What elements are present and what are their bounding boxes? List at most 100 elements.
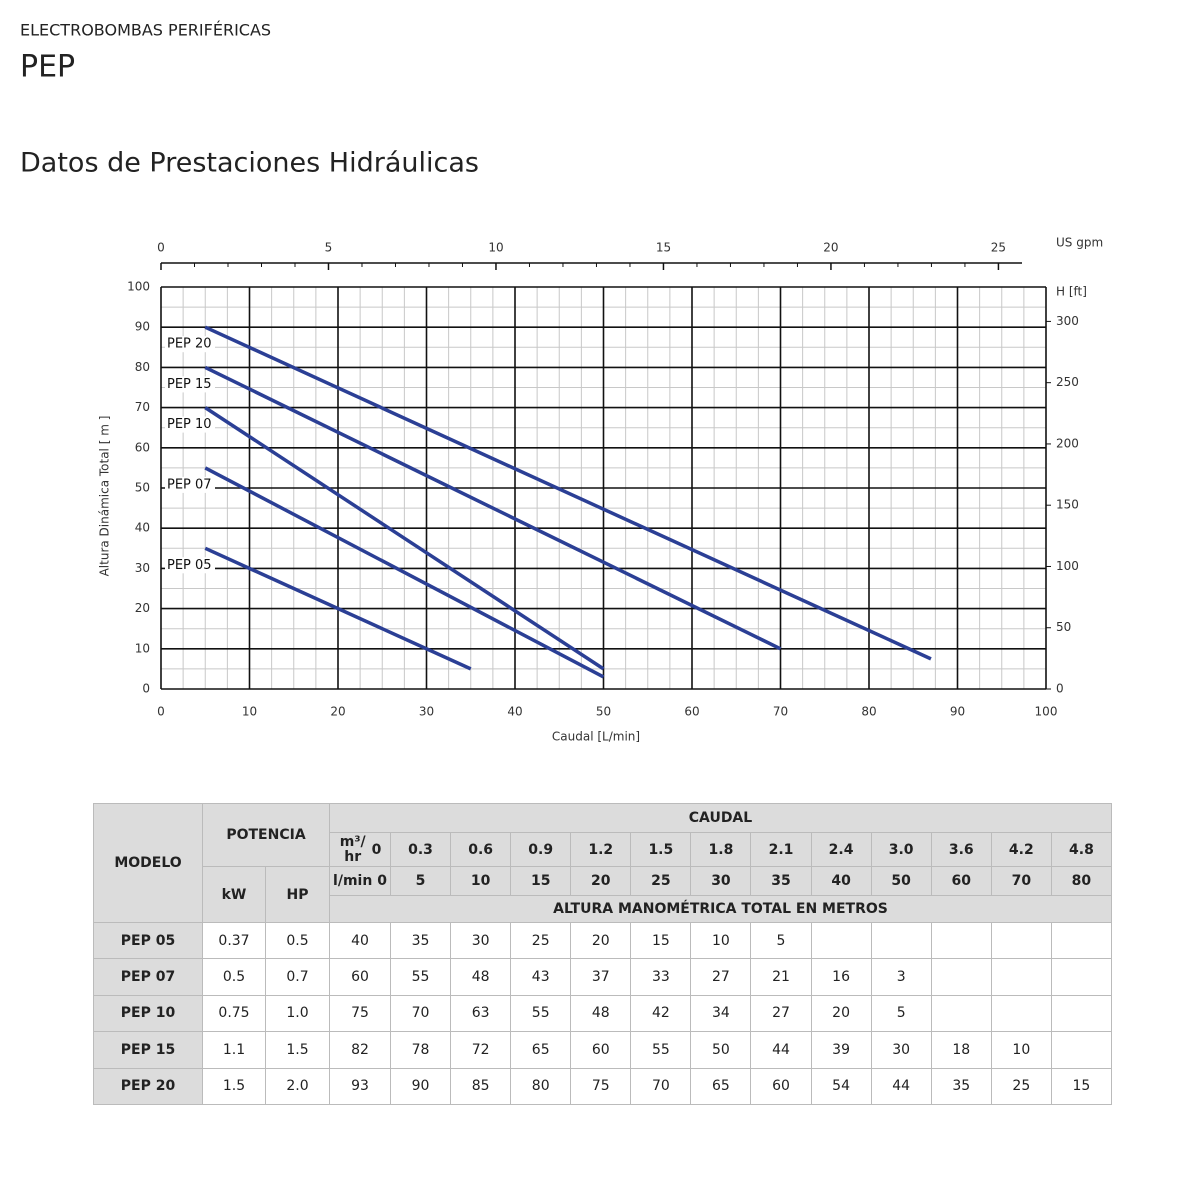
- table-cell: PEP 07: [93, 958, 203, 996]
- table-cell: 40: [329, 921, 391, 960]
- table-cell: 2.0: [265, 1067, 330, 1105]
- cell-text: 0.37: [218, 932, 250, 949]
- cell-text: 40: [351, 932, 369, 949]
- x2-tick-label: 25: [991, 241, 1006, 255]
- table-cell: 10: [690, 921, 752, 960]
- table-cell: 90: [389, 1067, 452, 1105]
- series-label: PEP 20: [167, 337, 212, 352]
- cell-text: 85: [471, 1078, 490, 1095]
- category: ELECTROBOMBAS PERIFÉRICAS: [20, 21, 271, 40]
- table-cell: 5: [870, 994, 932, 1033]
- table-cell: 27: [750, 994, 812, 1033]
- data-table: MODELO POTENCIA CAUDAL m³/ hr 0 0.3 0.6 0.9 1.2…: [93, 803, 1112, 1105]
- table-cell: 80: [1050, 866, 1112, 896]
- x-tick-label: 0: [157, 705, 165, 719]
- cell-text: 78: [411, 1041, 430, 1058]
- cell-text: 27: [712, 969, 730, 986]
- model-title: PEP: [20, 50, 75, 85]
- y-tick-label: 100: [127, 280, 150, 294]
- cell-text: 65: [712, 1078, 730, 1095]
- table-cell: 50: [690, 1031, 752, 1069]
- cell-text: 10: [712, 932, 730, 949]
- table-cell: 0.75: [202, 994, 266, 1033]
- table-row: PEP 15 1.1 1.5 82 78 72 65 60 55 50 44 39 30 18 10: [93, 1031, 1112, 1069]
- table-cell: 15: [630, 921, 692, 960]
- cell-text: 0.75: [218, 1005, 250, 1022]
- cell-text: 43: [531, 969, 550, 986]
- series-line: [204, 325, 932, 661]
- y2-tick-label: 200: [1056, 436, 1079, 450]
- cell-text: 1.0: [286, 1005, 309, 1022]
- x-tick-label: 10: [242, 705, 257, 719]
- series-label: PEP 10: [167, 417, 212, 432]
- cell-text: 42: [651, 1005, 670, 1022]
- cell-text: 3.6: [948, 841, 974, 858]
- table-cell: 55: [389, 958, 452, 996]
- cell-text: 65: [531, 1041, 550, 1058]
- table-cell: 54: [810, 1067, 872, 1105]
- table-cell: 0.7: [265, 958, 330, 996]
- cell-text: 3.0: [888, 841, 914, 858]
- cell-text: 21: [772, 969, 790, 986]
- table-cell: l/min 0: [329, 866, 391, 896]
- cell-text: 75: [351, 1005, 369, 1022]
- x-tick-label: 30: [419, 705, 434, 719]
- cell-text: POTENCIA: [226, 827, 306, 843]
- cell-text: 34: [712, 1005, 730, 1022]
- cell-text: 0.5: [286, 932, 309, 949]
- table-cell: 60: [329, 958, 391, 996]
- table-row: MODELO POTENCIA CAUDAL: [93, 803, 1112, 923]
- table-cell: ALTURA MANOMÉTRICA TOTAL EN METROS: [329, 895, 1112, 923]
- cell-text: 60: [772, 1078, 790, 1095]
- y-tick-label: 50: [135, 481, 150, 495]
- cell-text: 15: [1072, 1078, 1091, 1095]
- table-cell: 39: [810, 1031, 872, 1069]
- table-cell: 1.8: [690, 832, 752, 867]
- y-tick-label: 20: [135, 601, 150, 615]
- y2-tick-label: 50: [1056, 620, 1071, 634]
- table-cell: 70: [990, 866, 1052, 896]
- y-tick-label: 60: [135, 440, 150, 454]
- x-axis-label: Caudal [L/min]: [552, 730, 640, 744]
- table-cell: [1050, 994, 1112, 1033]
- table-cell: 82: [329, 1031, 391, 1069]
- table-cell: 27: [690, 958, 752, 996]
- table-cell: [1050, 958, 1112, 996]
- cell-text: 2.0: [286, 1078, 309, 1095]
- table-cell: [1050, 1031, 1112, 1069]
- table-cell: 33: [630, 958, 692, 996]
- series-label: PEP 05: [167, 558, 212, 573]
- series-label-bg: [165, 336, 215, 353]
- table-cell: 35: [750, 866, 812, 896]
- table-cell: 1.5: [265, 1031, 330, 1069]
- cell-text: 75: [591, 1078, 610, 1095]
- series-label-bg: [165, 476, 215, 493]
- cell-text: 70: [1011, 873, 1032, 889]
- table-cell: 78: [389, 1031, 452, 1069]
- series-line: [204, 365, 782, 651]
- series-label-bg: [165, 376, 215, 393]
- table-cell: 18: [930, 1031, 992, 1069]
- cell-text: 72: [471, 1041, 490, 1058]
- cell-text: PEP 20: [120, 1078, 176, 1095]
- cell-text: 0.5: [222, 969, 246, 986]
- cell-text: 33: [651, 969, 670, 986]
- cell-text: 50: [891, 873, 911, 889]
- table-cell: 25: [990, 1067, 1052, 1105]
- cell-text: 15: [530, 873, 551, 889]
- cell-text: 80: [531, 1078, 550, 1095]
- cell-text: 0.7: [286, 969, 309, 986]
- x2-tick-label: 0: [157, 241, 165, 255]
- cell-text: 0: [377, 873, 387, 889]
- table-cell: 50: [870, 866, 932, 896]
- cell-text: 2.1: [768, 841, 794, 858]
- table-cell: 63: [450, 994, 512, 1033]
- table-cell: PEP 10: [93, 994, 203, 1033]
- table-cell: [930, 921, 992, 960]
- series-line: [204, 466, 605, 679]
- y2-tick-label: 250: [1056, 375, 1079, 389]
- table-cell: 40: [810, 866, 872, 896]
- cell-text: 25: [1012, 1078, 1031, 1095]
- table-cell: 70: [389, 994, 452, 1033]
- series-label: PEP 07: [167, 477, 212, 492]
